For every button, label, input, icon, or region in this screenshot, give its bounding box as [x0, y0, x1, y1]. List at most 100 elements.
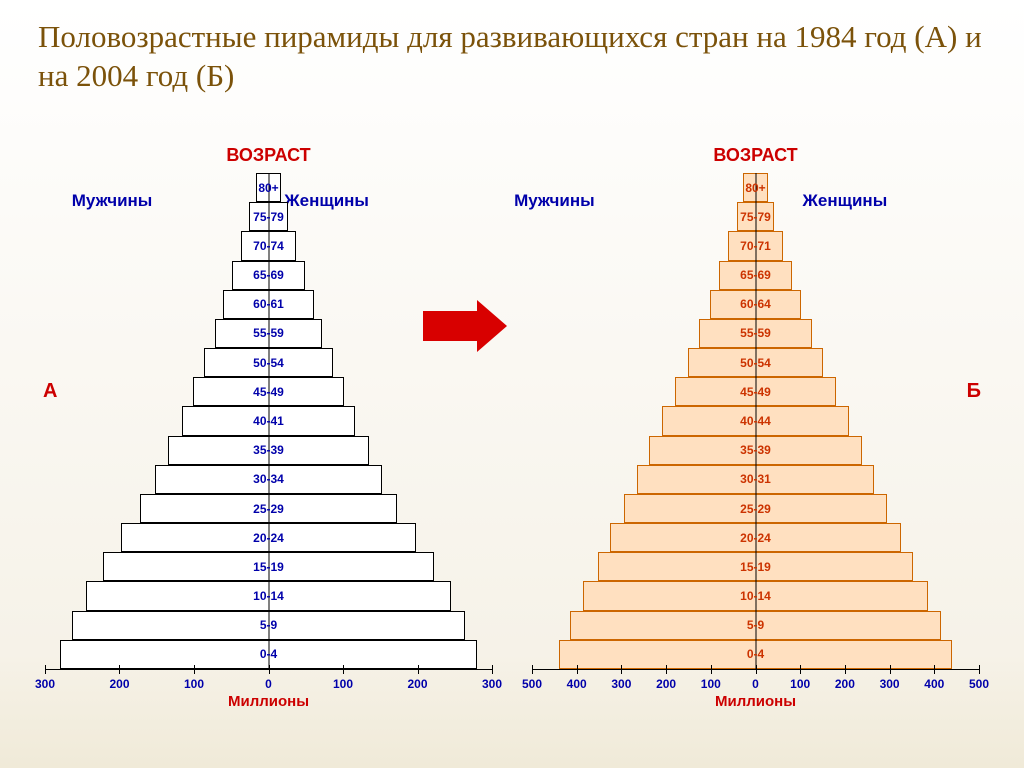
tick-label: 100	[701, 677, 721, 691]
age-row: 45-49	[532, 377, 979, 406]
age-row: 20-24	[532, 523, 979, 552]
tick-label: 100	[333, 677, 353, 691]
bar-female	[273, 611, 465, 640]
bar-female	[758, 465, 874, 494]
age-row: 15-19	[532, 552, 979, 581]
age-row: 70-74	[45, 231, 492, 260]
age-heading: ВОЗРАСТ	[45, 145, 492, 166]
bar-female	[759, 581, 928, 610]
age-row: 35-39	[532, 436, 979, 465]
axis-title: Миллионы	[532, 693, 979, 710]
tick-label: 0	[265, 677, 272, 691]
bar-female	[760, 640, 952, 669]
age-row: 75-79	[45, 202, 492, 231]
tick-label: 200	[835, 677, 855, 691]
bar-male	[241, 231, 267, 260]
bar-male	[168, 436, 269, 465]
bar-male	[583, 581, 760, 610]
tick-label: 0	[752, 677, 759, 691]
age-row: 75-79	[532, 202, 979, 231]
bar-male	[675, 377, 755, 406]
bar-female	[272, 581, 451, 610]
bar-male	[86, 581, 272, 610]
bar-male	[232, 261, 268, 290]
bar-male	[649, 436, 756, 465]
bars: 80+75-7970-7465-6960-6155-5950-5445-4940…	[45, 173, 492, 669]
bar-female	[754, 290, 801, 319]
age-row: 15-19	[45, 552, 492, 581]
bar-female	[758, 523, 901, 552]
bar-male	[155, 465, 270, 494]
bar-male	[743, 173, 754, 202]
age-row: 5-9	[45, 611, 492, 640]
bar-male	[737, 202, 755, 231]
arrow-icon	[423, 300, 507, 352]
tick-label: 400	[924, 677, 944, 691]
slide-title: Половозрастные пирамиды для развивающихс…	[38, 18, 986, 96]
bar-female	[755, 348, 823, 377]
bars: 80+75-7970-7165-6960-6455-5950-5445-4940…	[532, 173, 979, 669]
bar-female	[754, 202, 774, 231]
bar-male	[215, 319, 267, 348]
bar-female	[269, 436, 370, 465]
tick-label: 300	[482, 677, 502, 691]
age-row: 30-31	[532, 465, 979, 494]
age-heading: ВОЗРАСТ	[532, 145, 979, 166]
age-row: 70-71	[532, 231, 979, 260]
bar-male	[193, 377, 267, 406]
bar-male	[182, 406, 268, 435]
bar-male	[249, 202, 268, 231]
tick-label: 100	[184, 677, 204, 691]
bar-female	[267, 202, 288, 231]
bar-male	[60, 640, 272, 669]
bar-female	[268, 290, 314, 319]
tick-label: 500	[522, 677, 542, 691]
axis-title: Миллионы	[45, 693, 492, 710]
bar-female	[758, 494, 888, 523]
bar-male	[662, 406, 756, 435]
age-row: 65-69	[532, 261, 979, 290]
tick-label: 200	[407, 677, 427, 691]
bar-female	[268, 377, 344, 406]
age-row: 60-64	[532, 290, 979, 319]
age-row: 30-34	[45, 465, 492, 494]
age-row: 40-41	[45, 406, 492, 435]
bar-female	[270, 494, 397, 523]
bar-male	[559, 640, 760, 669]
bar-female	[267, 173, 280, 202]
bar-male	[256, 173, 267, 202]
bar-female	[756, 377, 836, 406]
bar-male	[610, 523, 758, 552]
tick-label: 500	[969, 677, 989, 691]
age-row: 35-39	[45, 436, 492, 465]
tick-label: 100	[790, 677, 810, 691]
bar-male	[624, 494, 758, 523]
tick-label: 200	[656, 677, 676, 691]
x-axis: 3002001000100200300Миллионы	[45, 669, 492, 713]
bar-male	[728, 231, 755, 260]
bar-female	[267, 348, 333, 377]
tick-label: 300	[611, 677, 631, 691]
age-row: 40-44	[532, 406, 979, 435]
bar-female	[268, 261, 305, 290]
tick-label: 300	[35, 677, 55, 691]
tick-label: 300	[880, 677, 900, 691]
age-row: 10-14	[532, 581, 979, 610]
x-axis: 5004003002001000100200300400500Миллионы	[532, 669, 979, 713]
bar-male	[710, 290, 755, 319]
bar-female	[759, 552, 913, 581]
bar-female	[755, 319, 812, 348]
bar-male	[688, 348, 755, 377]
bar-male	[121, 523, 270, 552]
bar-male	[103, 552, 271, 581]
bar-female	[268, 406, 355, 435]
age-row: 25-29	[45, 494, 492, 523]
age-row: 50-54	[45, 348, 492, 377]
bar-male	[72, 611, 273, 640]
bar-male	[719, 261, 755, 290]
bar-female	[271, 552, 433, 581]
tick-label: 400	[567, 677, 587, 691]
bar-male	[223, 290, 268, 319]
bar-female	[270, 465, 382, 494]
age-row: 80+	[532, 173, 979, 202]
